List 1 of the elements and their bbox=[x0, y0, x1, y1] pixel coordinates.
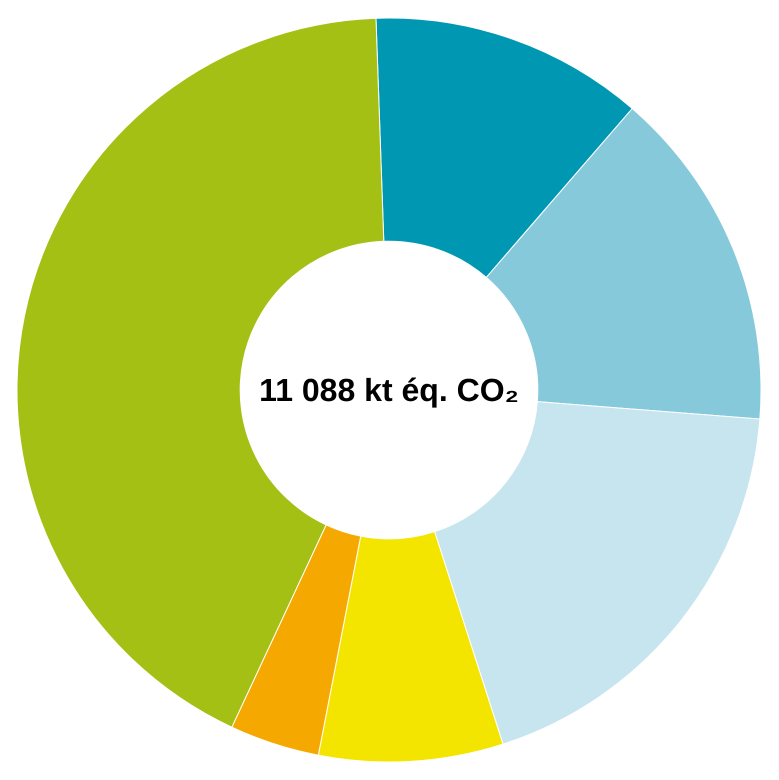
text: 11 088 kt éq. CO₂ bbox=[259, 372, 519, 408]
